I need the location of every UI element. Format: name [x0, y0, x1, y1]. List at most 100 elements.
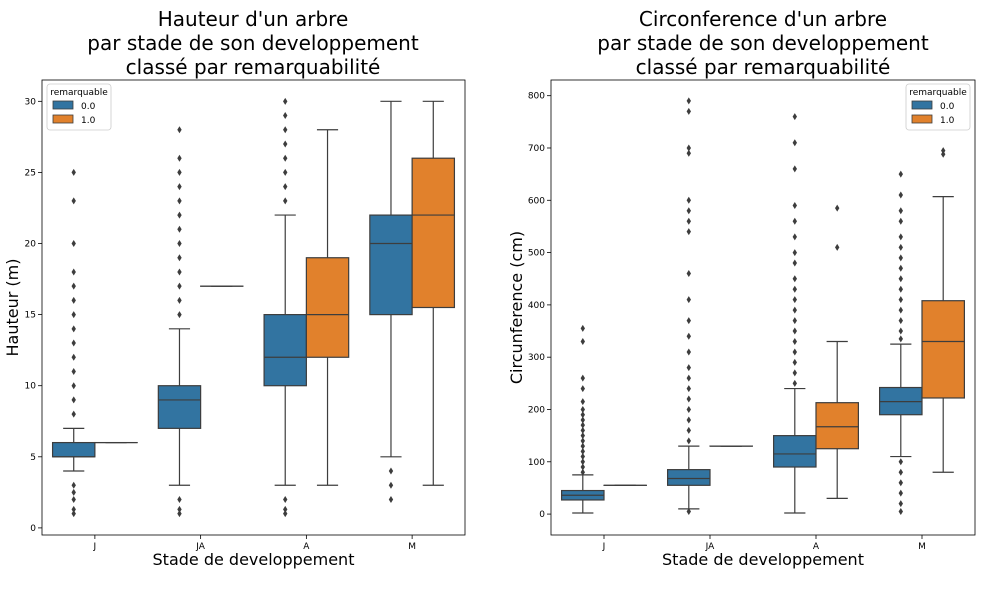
box-group-0.0-M — [878, 170, 923, 515]
outlier-point — [792, 369, 797, 377]
outlier-point — [71, 311, 76, 319]
outlier-point — [283, 97, 288, 105]
box-group-0.0-J — [51, 168, 96, 518]
box-group-0.0-A — [772, 113, 817, 514]
outlier-point — [835, 243, 840, 251]
chart-title-line: par stade de son developpement — [597, 31, 929, 55]
outlier-point — [898, 191, 903, 199]
chart-title-line: Circonference d'un arbre — [639, 7, 887, 31]
outlier-point — [686, 149, 691, 157]
outlier-point — [792, 317, 797, 325]
outlier-point — [686, 144, 691, 152]
outlier-point — [177, 505, 182, 513]
outlier-point — [686, 207, 691, 215]
plot-frame — [550, 79, 976, 536]
box-body — [157, 385, 202, 429]
outlier-point — [580, 337, 585, 345]
outlier-point — [71, 396, 76, 404]
box-body — [51, 441, 96, 458]
outlier-point — [283, 140, 288, 148]
outlier-point — [71, 481, 76, 489]
outlier-point — [792, 285, 797, 293]
legend-label: 1.0 — [81, 116, 96, 126]
outlier-point — [898, 170, 903, 178]
outlier-point — [177, 510, 182, 518]
outlier-point — [283, 154, 288, 162]
chart-title-line: classé par remarquabilité — [636, 55, 891, 79]
outlier-point — [792, 202, 797, 210]
outlier-point — [898, 479, 903, 487]
outlier-point — [686, 217, 691, 225]
y-tick-label: 800 — [528, 92, 545, 102]
outlier-point — [283, 197, 288, 205]
outlier-point — [177, 225, 182, 233]
outlier-point — [177, 168, 182, 176]
outlier-point — [177, 268, 182, 276]
outlier-point — [898, 233, 903, 241]
outlier-point — [71, 510, 76, 518]
y-tick-label: 500 — [528, 249, 545, 259]
outlier-point — [177, 282, 182, 290]
outlier-point — [686, 405, 691, 413]
outlier-point — [686, 317, 691, 325]
x-tick-label: A — [813, 542, 820, 552]
x-axis-label: Stade de developpement — [153, 550, 355, 569]
x-axis-label: Stade de developpement — [662, 550, 864, 569]
outlier-point — [686, 332, 691, 340]
outlier-point — [686, 364, 691, 372]
outlier-point — [71, 353, 76, 361]
outlier-point — [71, 296, 76, 304]
x-tick-label: J — [93, 542, 97, 552]
box-body — [305, 257, 350, 358]
outlier-point — [898, 458, 903, 466]
outlier-point — [580, 437, 585, 445]
outlier-point — [898, 306, 903, 314]
legend-title: remarquable — [909, 88, 967, 98]
outlier-point — [686, 385, 691, 393]
x-tick-label: JA — [195, 542, 205, 552]
outlier-point — [792, 275, 797, 283]
outlier-point — [71, 282, 76, 290]
outlier-point — [71, 382, 76, 390]
outlier-point — [941, 147, 946, 155]
plot-frame — [41, 79, 466, 536]
outlier-point — [686, 296, 691, 304]
outlier-point — [177, 240, 182, 248]
outlier-point — [177, 126, 182, 134]
outlier-point — [686, 348, 691, 356]
outlier-point — [580, 458, 585, 466]
outlier-point — [792, 337, 797, 345]
outlier-point — [792, 296, 797, 304]
outlier-point — [580, 432, 585, 440]
outlier-point — [71, 410, 76, 418]
outlier-point — [71, 505, 76, 513]
chart-title-line: Hauteur d'un arbre — [158, 7, 349, 31]
x-tick-label: J — [602, 542, 606, 552]
outlier-point — [177, 254, 182, 262]
y-tick-label: 0 — [539, 510, 545, 520]
outlier-point — [71, 325, 76, 333]
outlier-point — [580, 324, 585, 332]
box-group-1.0-A — [305, 129, 350, 486]
outlier-point — [580, 411, 585, 419]
outlier-point — [792, 217, 797, 225]
y-tick-label: 600 — [528, 196, 545, 206]
x-tick-label: A — [303, 542, 310, 552]
outlier-point — [898, 317, 903, 325]
box-body — [815, 402, 860, 450]
outlier-point — [283, 112, 288, 120]
outlier-point — [71, 197, 76, 205]
outlier-point — [792, 327, 797, 335]
outlier-point — [177, 154, 182, 162]
outlier-point — [177, 311, 182, 319]
outlier-point — [792, 249, 797, 257]
outlier-point — [898, 243, 903, 251]
y-tick-label: 0 — [30, 524, 36, 534]
outlier-point — [898, 285, 903, 293]
box-body — [411, 157, 456, 309]
outlier-point — [283, 510, 288, 518]
legend-title: remarquable — [50, 88, 108, 98]
